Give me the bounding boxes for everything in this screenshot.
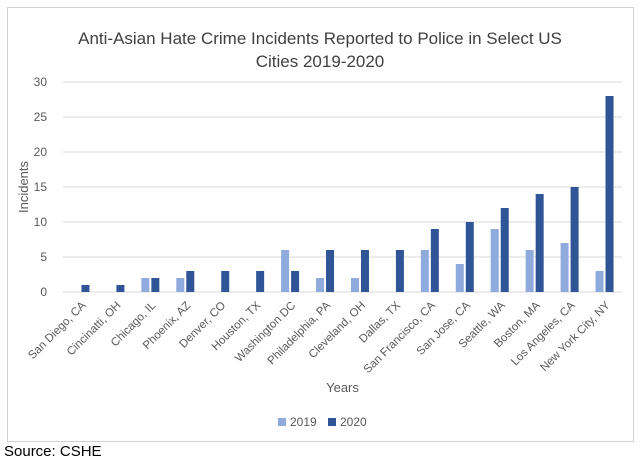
bar-2020 bbox=[256, 271, 265, 292]
bar-2020 bbox=[605, 96, 614, 292]
bar-chart: Anti-Asian Hate Crime Incidents Reported… bbox=[16, 29, 622, 429]
bar-2019 bbox=[316, 278, 325, 292]
bar-2019 bbox=[350, 278, 359, 292]
y-tick-label: 0 bbox=[40, 285, 47, 299]
bar-2020 bbox=[291, 271, 300, 292]
bar-2020 bbox=[430, 229, 439, 292]
bar-2020 bbox=[395, 250, 404, 292]
source-note: Source: CSHE bbox=[4, 443, 102, 460]
bar-2019 bbox=[595, 271, 604, 292]
bar-2019 bbox=[176, 278, 185, 292]
chart-title-line: Cities 2019-2020 bbox=[256, 52, 385, 71]
bar-2020 bbox=[116, 285, 125, 292]
chart-title-line: Anti-Asian Hate Crime Incidents Reported… bbox=[78, 29, 562, 48]
chart-frame: Anti-Asian Hate Crime Incidents Reported… bbox=[7, 7, 634, 442]
y-tick-label: 30 bbox=[34, 75, 48, 89]
legend-label: 2019 bbox=[290, 415, 317, 429]
bar-2020 bbox=[81, 285, 90, 292]
bar-2019 bbox=[455, 264, 464, 292]
bar-2020 bbox=[326, 250, 335, 292]
bar-2020 bbox=[360, 250, 369, 292]
bar-2020 bbox=[570, 187, 579, 292]
x-axis-label: Years bbox=[326, 380, 359, 395]
y-tick-label: 20 bbox=[34, 145, 48, 159]
x-tick-label: Washington DC bbox=[233, 300, 298, 365]
bar-2019 bbox=[525, 250, 534, 292]
y-tick-label: 25 bbox=[34, 110, 48, 124]
bar-2020 bbox=[221, 271, 230, 292]
legend-swatch-2019 bbox=[278, 418, 286, 426]
bar-2020 bbox=[186, 271, 195, 292]
x-tick-label: Philadelphia, PA bbox=[266, 299, 334, 367]
bar-2019 bbox=[560, 243, 569, 292]
bar-2019 bbox=[281, 250, 290, 292]
y-tick-label: 10 bbox=[34, 215, 48, 229]
y-tick-label: 5 bbox=[40, 250, 47, 264]
legend-swatch-2020 bbox=[328, 418, 336, 426]
x-tick-label: New York City, NY bbox=[538, 299, 613, 374]
bar-2020 bbox=[151, 278, 160, 292]
bar-2020 bbox=[500, 208, 509, 292]
bar-2019 bbox=[420, 250, 429, 292]
x-tick-label: Los Angeles, CA bbox=[509, 299, 578, 368]
bar-2019 bbox=[490, 229, 499, 292]
y-axis-label: Incidents bbox=[16, 160, 31, 213]
bar-2020 bbox=[535, 194, 544, 292]
bar-2020 bbox=[465, 222, 474, 292]
y-tick-label: 15 bbox=[34, 180, 48, 194]
legend-label: 2020 bbox=[340, 415, 367, 429]
bar-2019 bbox=[141, 278, 150, 292]
x-tick-label: San Diego, CA bbox=[26, 299, 89, 362]
